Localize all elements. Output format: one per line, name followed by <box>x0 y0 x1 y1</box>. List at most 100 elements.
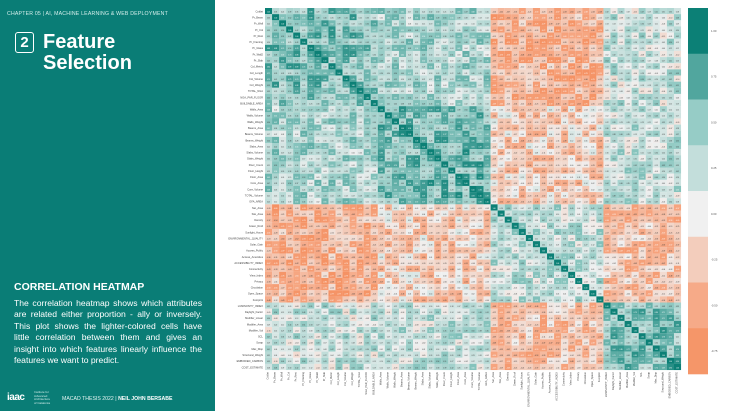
heatmap-cell <box>307 75 315 82</box>
cell-value-label: 0.68 <box>316 183 319 185</box>
cell-value-label: 0.46 <box>366 85 369 87</box>
heatmap-cell <box>413 210 421 217</box>
heatmap-cell <box>427 185 435 193</box>
heatmap-cell <box>568 253 576 260</box>
heatmap-cell <box>293 87 301 94</box>
cell-value-label: 0.31 <box>662 11 665 13</box>
cell-value-label: 0.33 <box>281 73 284 75</box>
cell-value-label: -0.57 <box>626 263 630 265</box>
heatmap-cell <box>279 173 287 180</box>
cell-value-label: 0.23 <box>620 48 623 50</box>
cell-value-label: 0.69 <box>394 183 397 185</box>
heatmap-cell <box>363 142 371 150</box>
heatmap-cell <box>582 124 590 131</box>
heatmap-cell <box>448 32 456 39</box>
heatmap-cell <box>490 20 498 27</box>
cell-value-label: 0.39 <box>274 73 277 75</box>
cell-value-label: 1.00 <box>366 97 369 99</box>
heatmap-cell <box>469 69 477 76</box>
cell-value-label: 0.07 <box>443 42 446 44</box>
heatmap-cell <box>490 57 498 64</box>
cell-value-label: -0.49 <box>506 171 510 173</box>
cell-value-label: 0.24 <box>450 48 453 50</box>
cell-value-label: 0.63 <box>373 11 376 13</box>
cell-value-label: 0.38 <box>598 214 601 216</box>
heatmap-cell <box>293 44 301 51</box>
heatmap-cell <box>448 8 456 15</box>
heatmap-cell <box>610 142 618 150</box>
heatmap-cell <box>307 185 315 193</box>
cell-value-label: -0.75 <box>528 61 532 63</box>
heatmap-cell <box>666 155 674 162</box>
cell-value-label: -0.13 <box>584 128 588 130</box>
heatmap-cell <box>673 228 682 236</box>
heatmap-cell <box>547 130 555 137</box>
cell-value-label: -0.06 <box>577 165 581 167</box>
heatmap-cell <box>307 87 315 94</box>
cell-value-label: 0.57 <box>408 73 411 75</box>
heatmap-cell <box>589 8 597 15</box>
heatmap-cell <box>624 235 632 242</box>
cell-value-label: 0.07 <box>535 263 538 265</box>
cell-value-label: -0.45 <box>513 128 517 130</box>
cell-value-label: -0.41 <box>499 79 503 81</box>
heatmap-cell <box>321 228 329 236</box>
cell-value-label: 0.90 <box>457 183 460 185</box>
cell-value-label: 0.53 <box>457 42 460 44</box>
cell-value-label: 0.27 <box>627 54 630 56</box>
cell-value-label: 0.45 <box>380 30 383 32</box>
heatmap-cell <box>532 185 541 193</box>
heatmap-cell <box>455 26 463 33</box>
cell-value-label: 0.43 <box>415 91 418 93</box>
cell-value-label: 0.26 <box>443 103 446 105</box>
cell-value-label: 0.33 <box>676 159 679 161</box>
cell-value-label: -0.36 <box>337 245 341 247</box>
heatmap-cell <box>659 228 667 236</box>
heatmap-cell <box>497 155 505 162</box>
heatmap-cell <box>539 130 548 137</box>
heatmap-cell <box>314 44 322 51</box>
cell-value-label: -0.47 <box>408 251 412 253</box>
heatmap-cell <box>673 136 682 144</box>
heatmap-cell <box>342 173 350 180</box>
cell-value-label: 0.45 <box>471 153 474 155</box>
heatmap-cell <box>582 179 590 186</box>
heatmap-cell <box>384 8 392 15</box>
heatmap-cell <box>490 100 498 107</box>
heatmap-cell <box>525 185 533 193</box>
cell-value-label: 0.66 <box>401 189 404 191</box>
heatmap-cell <box>568 63 576 70</box>
cell-value-label: 0.38 <box>330 103 333 105</box>
cell-value-label: 0.94 <box>478 165 481 167</box>
cell-value-label: 0.50 <box>281 97 284 99</box>
cell-value-label: 0.29 <box>302 61 305 63</box>
cell-value-label: -0.67 <box>499 30 503 32</box>
heatmap-cell <box>398 192 407 199</box>
cell-value-label: -0.33 <box>563 18 567 20</box>
heatmap-cell <box>518 112 526 119</box>
heatmap-cell <box>455 118 463 125</box>
heatmap-cell <box>370 8 378 15</box>
cell-value-label: -0.52 <box>542 54 546 56</box>
cell-value-label: -0.01 <box>415 208 419 210</box>
heatmap-cell <box>525 253 533 260</box>
cell-value-label: -0.16 <box>443 245 447 247</box>
cell-value-label: -0.49 <box>556 97 560 99</box>
heatmap-cell <box>582 210 590 217</box>
heatmap-cell <box>413 142 421 150</box>
heatmap-cell <box>413 222 421 229</box>
cell-value-label: 0.11 <box>591 110 594 112</box>
heatmap-cell <box>596 26 604 33</box>
heatmap-cell <box>624 93 632 101</box>
heatmap-cell <box>631 192 639 199</box>
cell-value-label: -0.12 <box>598 18 602 20</box>
cell-value-label: -0.40 <box>563 103 567 105</box>
heatmap-cell <box>462 235 470 242</box>
cell-value-label: 0.36 <box>641 24 644 26</box>
cell-value-label: 0.40 <box>471 73 474 75</box>
heatmap-cell <box>356 265 364 272</box>
heatmap-cell <box>448 216 456 223</box>
heatmap-cell <box>342 210 350 217</box>
heatmap-cell <box>539 100 548 107</box>
cell-value-label: -0.00 <box>471 226 475 228</box>
